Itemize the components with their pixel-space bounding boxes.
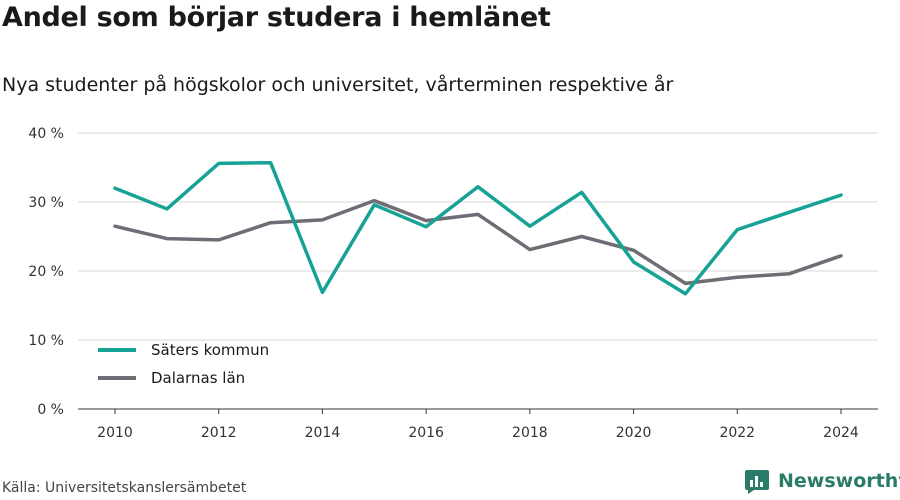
chart-title: Andel som börjar studera i hemlänet — [2, 2, 551, 33]
series-lines — [113, 160, 843, 296]
y-tick-label: 40 % — [28, 126, 64, 142]
x-tick-label: 2020 — [616, 425, 652, 441]
series-line-dalarnas-lan — [113, 198, 843, 286]
x-tick-label: 2012 — [201, 425, 237, 441]
brand-name: Newsworthy — [778, 470, 900, 492]
y-tick-label: 10 % — [28, 333, 64, 349]
y-tick-label: 20 % — [28, 264, 64, 280]
grid-lines — [78, 132, 878, 341]
x-tick-label: 2010 — [97, 425, 133, 441]
y-tick-label: 0 % — [37, 402, 64, 418]
legend-label: Dalarnas län — [151, 369, 245, 387]
x-tick-label: 2016 — [408, 425, 444, 441]
series-line-saters-kommun — [113, 160, 843, 296]
axes: 0 % 10 % 20 % 30 % 40 % 2010 2012 2014 2016 2018 2… — [28, 126, 878, 441]
brand-logo[interactable]: Newsworthy — [744, 468, 900, 494]
source-note: Källa: Universitetskanslersämbetet — [2, 480, 247, 496]
bar-chart-logo-icon — [745, 470, 769, 494]
x-tick-label: 2014 — [305, 425, 341, 441]
x-tick-label: 2022 — [719, 425, 755, 441]
y-tick-label: 30 % — [28, 195, 64, 211]
chart-subtitle: Nya studenter på högskolor och universit… — [2, 74, 674, 96]
x-tick-label: 2018 — [512, 425, 548, 441]
legend-label: Säters kommun — [151, 341, 269, 359]
legend: Säters kommun Dalarnas län — [98, 341, 269, 387]
x-tick-label: 2024 — [823, 425, 859, 441]
